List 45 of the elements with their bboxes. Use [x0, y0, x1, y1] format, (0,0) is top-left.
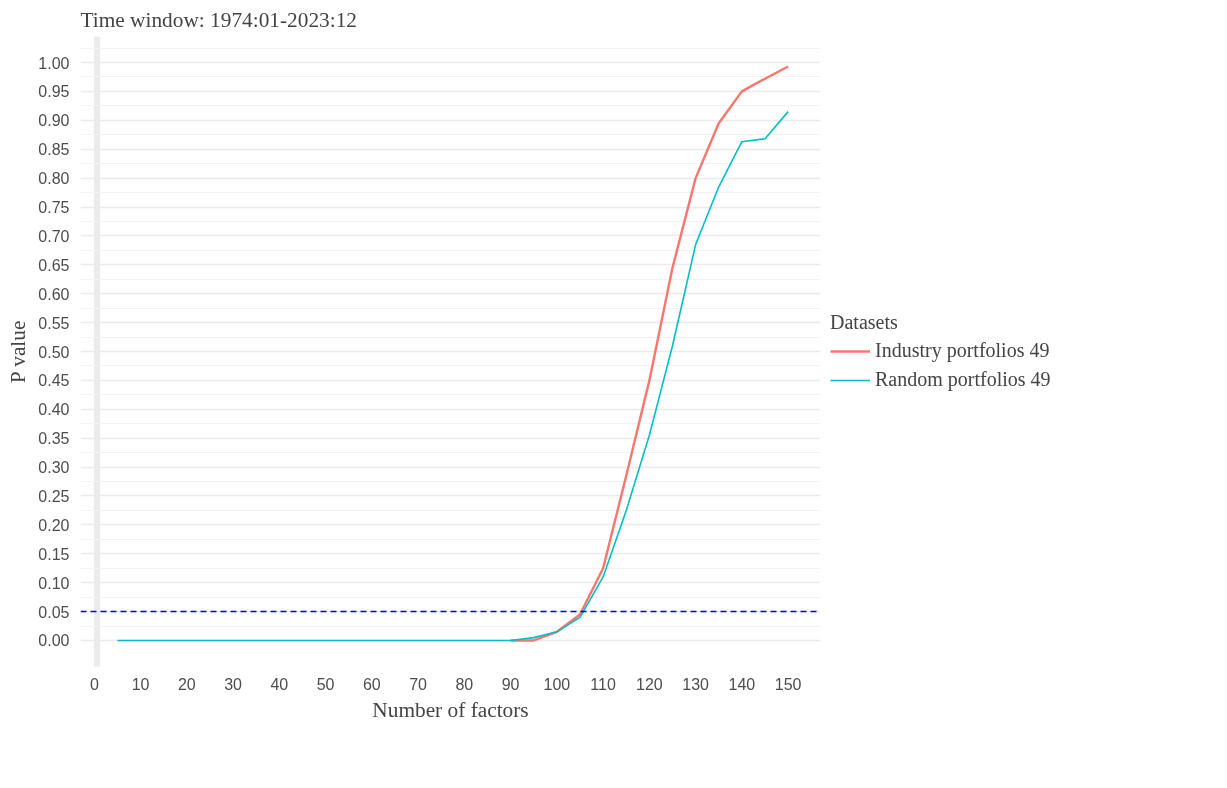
- y-tick-label: 0.95: [38, 83, 70, 101]
- x-tick-label: 150: [774, 675, 802, 693]
- x-tick-label: 110: [590, 675, 616, 693]
- x-axis-title: Number of factors: [372, 697, 529, 722]
- y-tick-label: 0.45: [38, 372, 70, 390]
- x-tick-label: 20: [177, 675, 196, 693]
- x-tick-label: 70: [409, 675, 428, 693]
- x-tick-label: 80: [455, 675, 474, 693]
- y-tick-label: 0.70: [38, 227, 70, 245]
- y-tick-label: 0.75: [38, 199, 70, 216]
- legend-label: Industry portfolios 49: [875, 339, 1050, 362]
- y-tick-label: 0.30: [38, 459, 70, 477]
- y-tick-label: 0.80: [38, 170, 70, 188]
- y-axis-title: P value: [6, 320, 31, 384]
- y-tick-label: 0.50: [38, 343, 70, 361]
- y-tick-label: 0.00: [38, 632, 70, 650]
- y-tick-label: 0.85: [38, 141, 70, 159]
- line-series: [509, 65, 790, 642]
- y-tick-label: 0.10: [38, 574, 70, 592]
- x-tick-label: 120: [636, 675, 663, 693]
- legend-label: Random portfolios 49: [875, 368, 1051, 391]
- x-tick-label: 0: [89, 675, 99, 693]
- y-tick-label: 0.05: [38, 603, 70, 621]
- chart-title: Time window: 1974:01-2023:12: [80, 7, 357, 32]
- y-tick-label: 0.55: [38, 314, 70, 332]
- line-series: [116, 110, 789, 642]
- y-tick-label: 0.65: [38, 256, 70, 274]
- x-tick-label: 30: [224, 675, 243, 693]
- y-tick-label: 0.40: [38, 401, 70, 419]
- x-tick-label: 130: [682, 675, 710, 693]
- y-tick-label: 0.35: [38, 430, 70, 448]
- y-tick-label: 0.90: [38, 112, 70, 130]
- x-tick-label: 50: [316, 675, 335, 693]
- y-tick-label: 0.25: [38, 488, 70, 505]
- x-tick-label: 40: [270, 675, 289, 693]
- y-tick-label: 1.00: [38, 54, 70, 72]
- x-tick-label: 10: [131, 675, 150, 693]
- x-tick-label: 140: [728, 675, 756, 693]
- x-tick-label: 90: [501, 675, 520, 693]
- x-tick-label: 100: [543, 675, 571, 693]
- y-tick-label: 0.20: [38, 516, 70, 534]
- y-tick-label: 0.15: [38, 545, 70, 563]
- legend-title: Datasets: [830, 311, 899, 334]
- y-tick-label: 0.60: [38, 285, 70, 303]
- x-tick-label: 60: [362, 675, 381, 693]
